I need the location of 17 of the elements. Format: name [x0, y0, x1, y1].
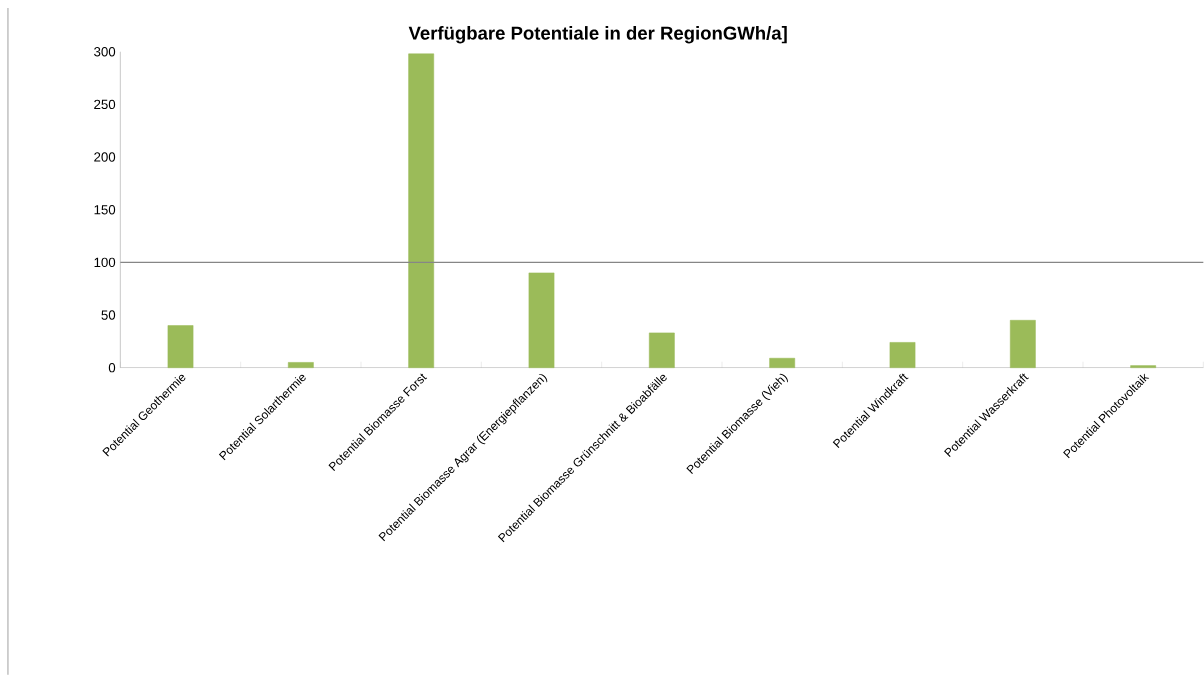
y-tick-label: 50 — [101, 310, 116, 320]
y-tick-label: 200 — [94, 152, 116, 162]
bar — [889, 342, 916, 369]
y-tick-label: 150 — [94, 205, 116, 215]
chart-title: Verfügbare Potentiale in der RegionGWh/a] — [408, 26, 787, 44]
bar — [528, 272, 555, 369]
bar — [167, 325, 194, 369]
bar — [648, 332, 675, 369]
bar — [1009, 320, 1036, 369]
y-tick-label: 0 — [108, 363, 116, 373]
bar — [287, 362, 314, 369]
bar — [769, 358, 796, 369]
bar — [408, 53, 435, 369]
y-tick-label: 250 — [94, 99, 116, 110]
y-tick-label: 100 — [94, 257, 116, 268]
bar — [1130, 365, 1157, 369]
y-tick-label: 300 — [94, 47, 116, 57]
